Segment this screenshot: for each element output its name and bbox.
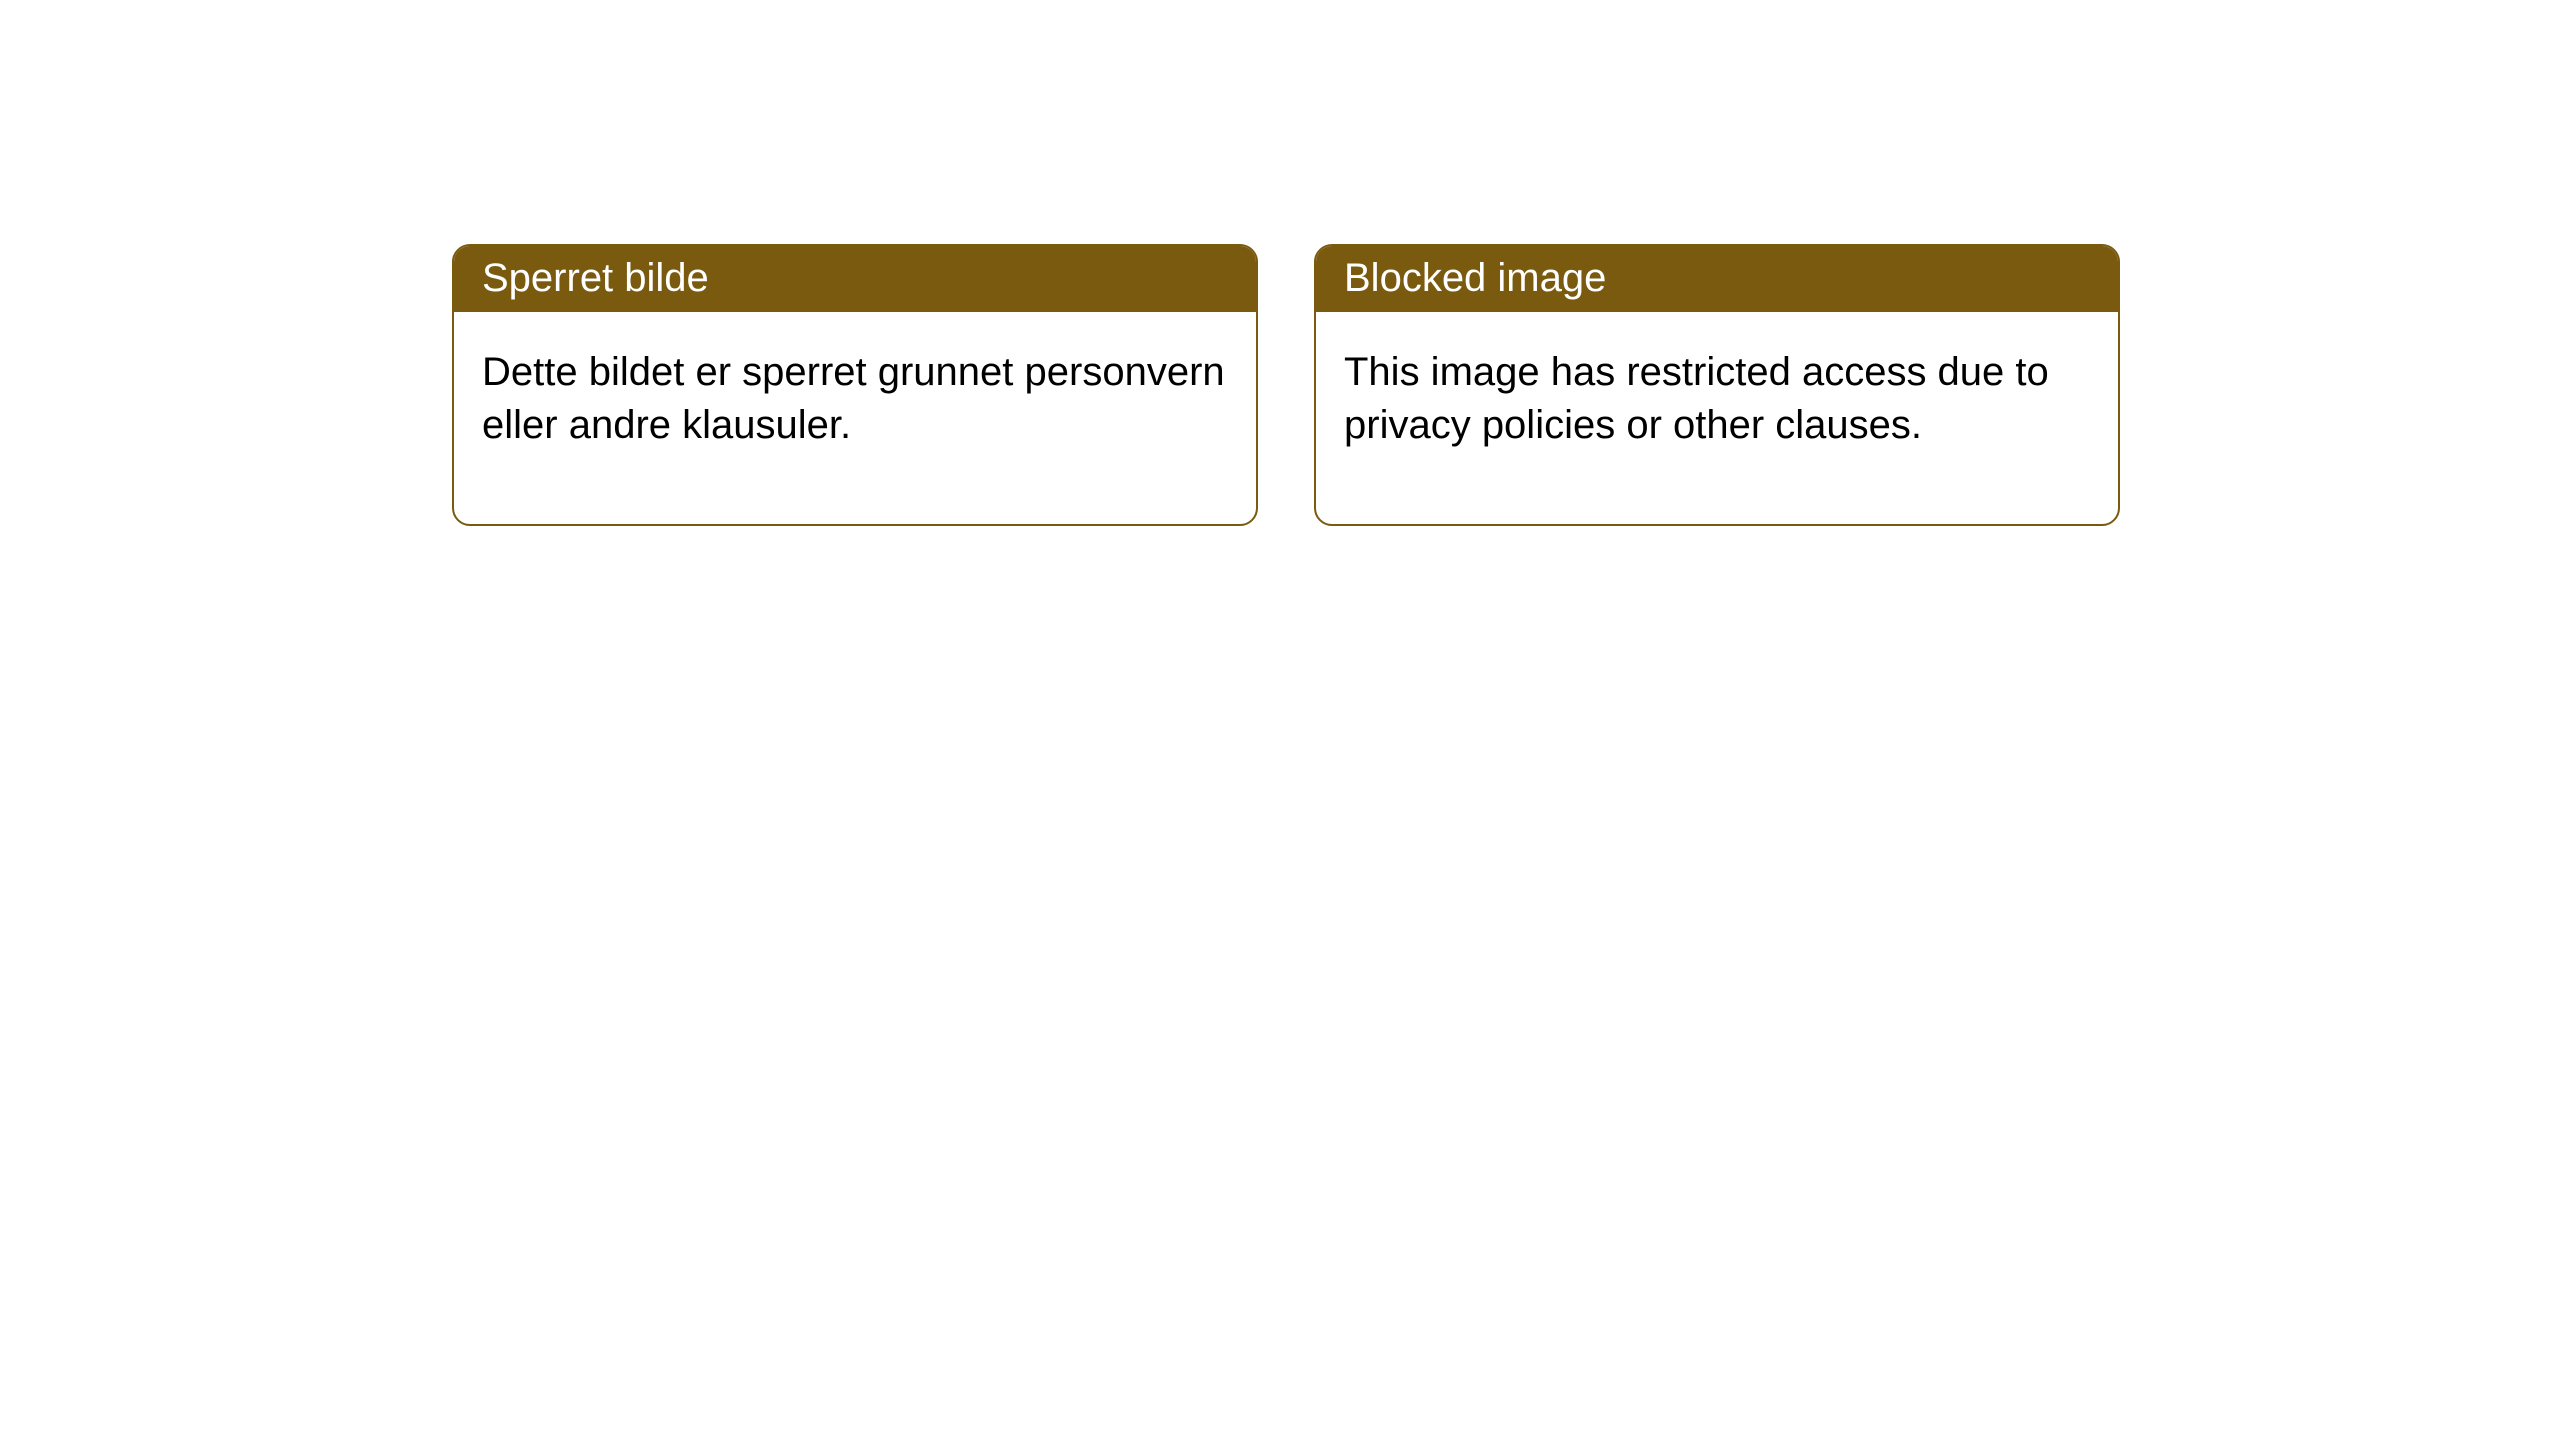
notice-card-title: Blocked image bbox=[1316, 246, 2118, 312]
notice-card-title: Sperret bilde bbox=[454, 246, 1256, 312]
notice-container: Sperret bilde Dette bildet er sperret gr… bbox=[0, 0, 2560, 526]
notice-card-body: Dette bildet er sperret grunnet personve… bbox=[454, 312, 1256, 524]
notice-card-english: Blocked image This image has restricted … bbox=[1314, 244, 2120, 526]
notice-card-norwegian: Sperret bilde Dette bildet er sperret gr… bbox=[452, 244, 1258, 526]
notice-card-body: This image has restricted access due to … bbox=[1316, 312, 2118, 524]
